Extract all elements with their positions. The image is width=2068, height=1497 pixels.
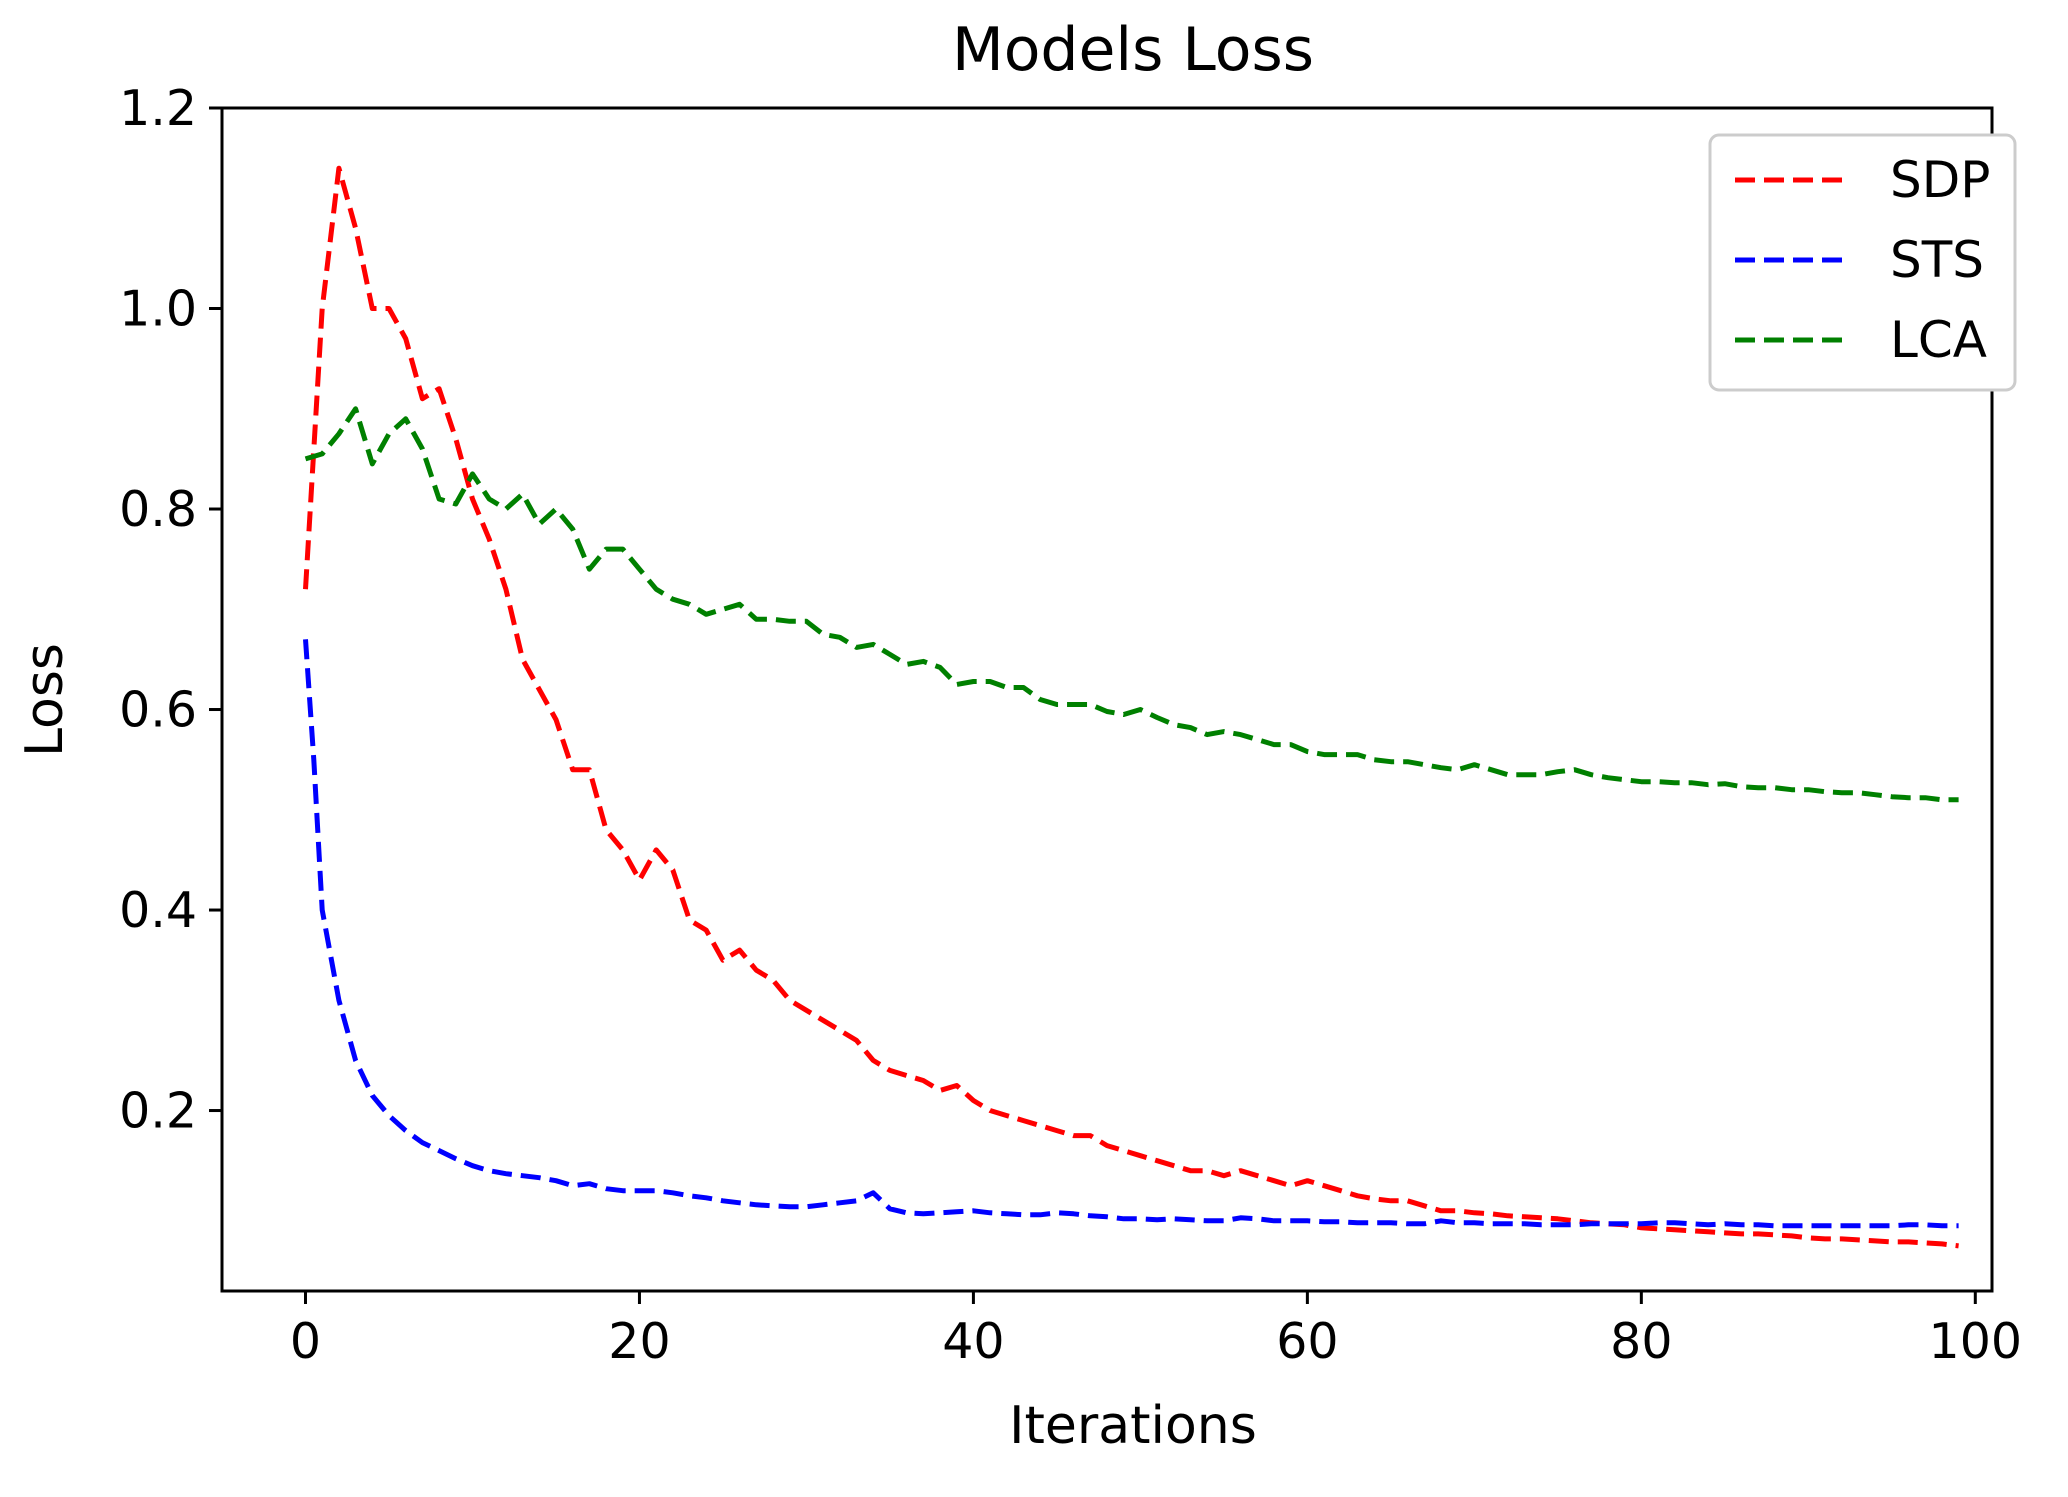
x-axis-label: Iterations [1009,1396,1257,1456]
x-tick-label: 80 [1610,1313,1672,1370]
x-tick-label: 0 [290,1313,321,1370]
legend-label-sts: STS [1890,231,1984,289]
x-tick-label: 100 [1929,1313,2023,1370]
x-tick-label: 60 [1276,1313,1338,1370]
legend-box [1708,133,2017,392]
y-axis-label: Loss [15,643,75,757]
series-line-sts [303,639,1959,1229]
y-tick-label: 0.4 [119,882,197,939]
legend: SDP STS LCA [1708,133,2017,392]
y-tick-label: 1.2 [119,80,197,137]
plot-area-frame [220,106,1994,1293]
y-tick-label: 0.6 [119,682,197,739]
series-line-sdp [303,165,1959,1249]
chart-title: Models Loss [952,15,1314,85]
y-tick-label: 0.2 [119,1083,197,1140]
legend-label-sdp: SDP [1890,151,1990,209]
x-tick-label: 40 [942,1313,1004,1370]
legend-label-lca: LCA [1890,311,1987,369]
y-tick-label: 1.0 [119,281,197,338]
y-tick-label: 0.8 [119,481,197,538]
series-line-lca [304,406,1959,803]
x-tick-label: 20 [608,1313,670,1370]
plot-lines [303,165,1959,1249]
y-axis: 0.2 0.4 0.6 0.8 1.0 1.2 [119,80,222,1140]
x-axis: 0 20 40 60 80 100 [290,1291,2022,1370]
